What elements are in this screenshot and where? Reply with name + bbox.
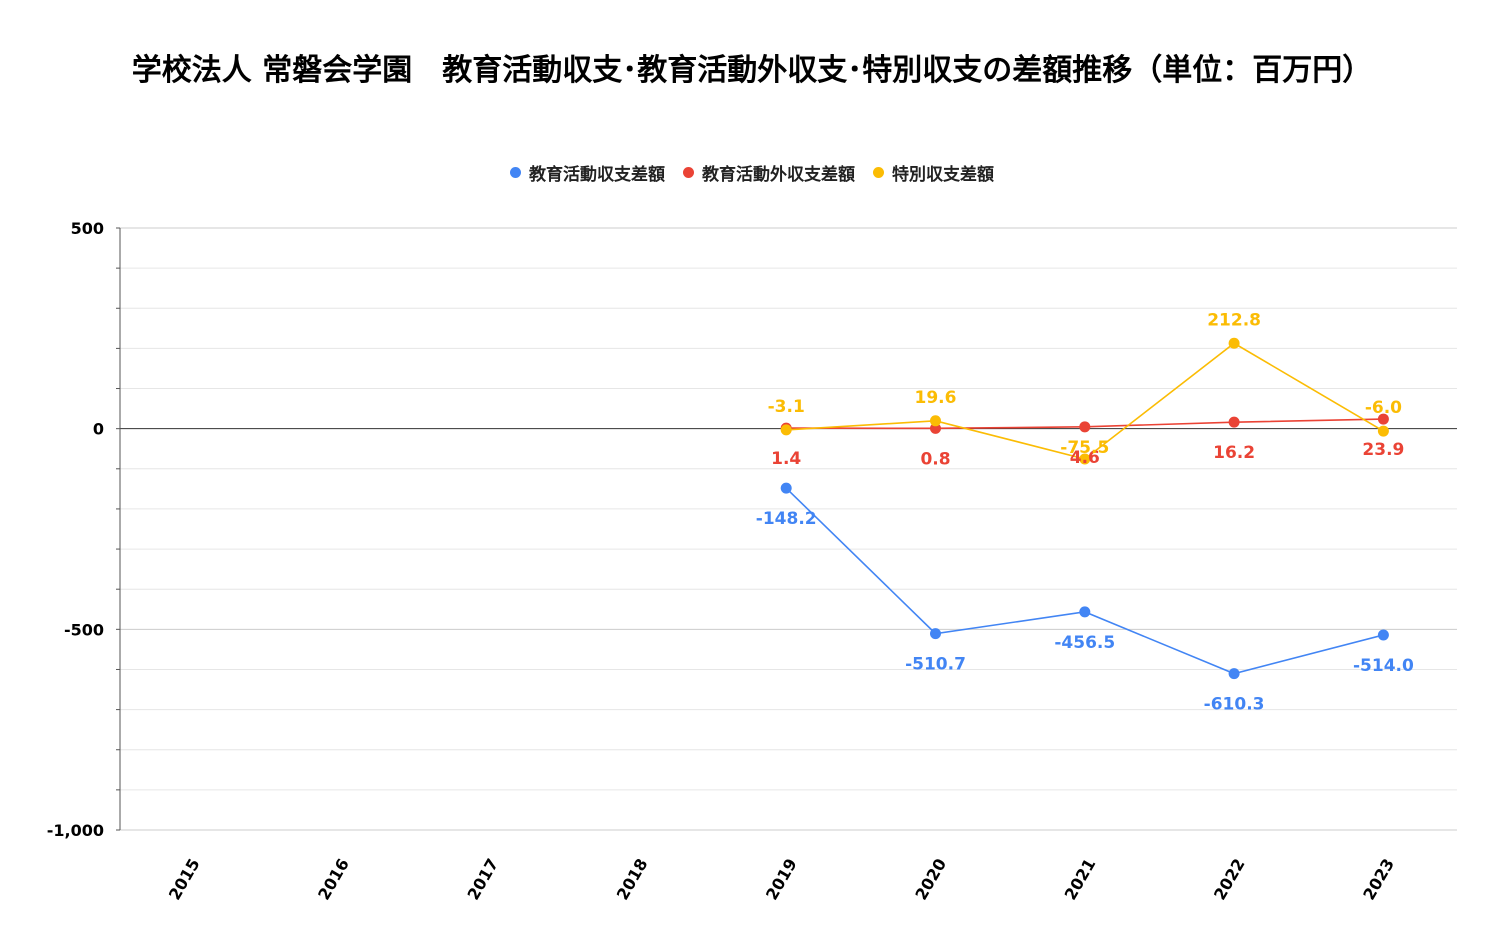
- data-label: -3.1: [768, 397, 805, 417]
- legend-label: 特別収支差額: [892, 165, 994, 185]
- x-tick-label: 2018: [613, 855, 652, 903]
- y-tick-label: 500: [71, 219, 104, 238]
- legend-marker-icon: [683, 167, 694, 178]
- x-tick-label: 2017: [463, 855, 502, 903]
- legend-label: 教育活動収支差額: [529, 165, 665, 185]
- data-label: -610.3: [1204, 695, 1265, 715]
- data-point: [930, 415, 941, 427]
- legend-item-special[interactable]: 特別収支差額: [873, 160, 994, 185]
- data-label: 23.9: [1362, 440, 1404, 460]
- y-tick-label: -500: [64, 620, 104, 639]
- x-tick-label: 2015: [165, 855, 204, 903]
- data-point: [780, 482, 792, 494]
- data-point: [1228, 668, 1240, 680]
- legend-item-non-education[interactable]: 教育活動外収支差額: [683, 160, 855, 185]
- data-label: -456.5: [1054, 633, 1115, 653]
- x-tick-label: 2023: [1359, 855, 1398, 903]
- legend-marker-icon: [510, 167, 521, 178]
- data-point: [1079, 606, 1091, 618]
- x-tick-label: 2022: [1210, 855, 1249, 903]
- legend: 教育活動収支差額 教育活動外収支差額 特別収支差額: [0, 160, 1504, 185]
- data-point: [1377, 425, 1389, 437]
- data-label: -6.0: [1365, 398, 1402, 418]
- data-label: 19.6: [915, 388, 957, 408]
- x-tick-label: 2021: [1061, 855, 1100, 903]
- legend-marker-icon: [873, 167, 884, 178]
- data-label: 4.6: [1070, 448, 1100, 468]
- data-label: -148.2: [756, 509, 817, 529]
- x-tick-label: 2016: [314, 855, 353, 903]
- data-label: 212.8: [1207, 310, 1261, 330]
- data-label: -510.7: [905, 655, 966, 675]
- data-point: [1079, 421, 1091, 433]
- y-tick-label: 0: [93, 420, 104, 439]
- y-tick-label: -1,000: [47, 821, 104, 840]
- data-point: [1228, 337, 1240, 349]
- data-point: [1228, 416, 1240, 428]
- data-label: 1.4: [771, 449, 801, 469]
- data-point: [1079, 453, 1091, 465]
- legend-label: 教育活動外収支差額: [702, 165, 855, 185]
- x-tick-label: 2020: [911, 855, 950, 903]
- x-tick-label: 2019: [762, 855, 801, 903]
- data-label: 0.8: [920, 449, 950, 469]
- data-point: [780, 424, 792, 436]
- legend-item-education[interactable]: 教育活動収支差額: [510, 160, 665, 185]
- data-point: [1377, 629, 1389, 641]
- data-point: [930, 422, 941, 434]
- data-label: -75.5: [1060, 438, 1109, 458]
- data-point: [1377, 413, 1389, 425]
- chart-title: 学校法人 常磐会学園 教育活動収支･教育活動外収支･特別収支の差額推移（単位：百…: [131, 53, 1373, 88]
- data-point: [930, 628, 941, 640]
- data-label: 16.2: [1213, 443, 1255, 463]
- data-label: -514.0: [1353, 656, 1414, 676]
